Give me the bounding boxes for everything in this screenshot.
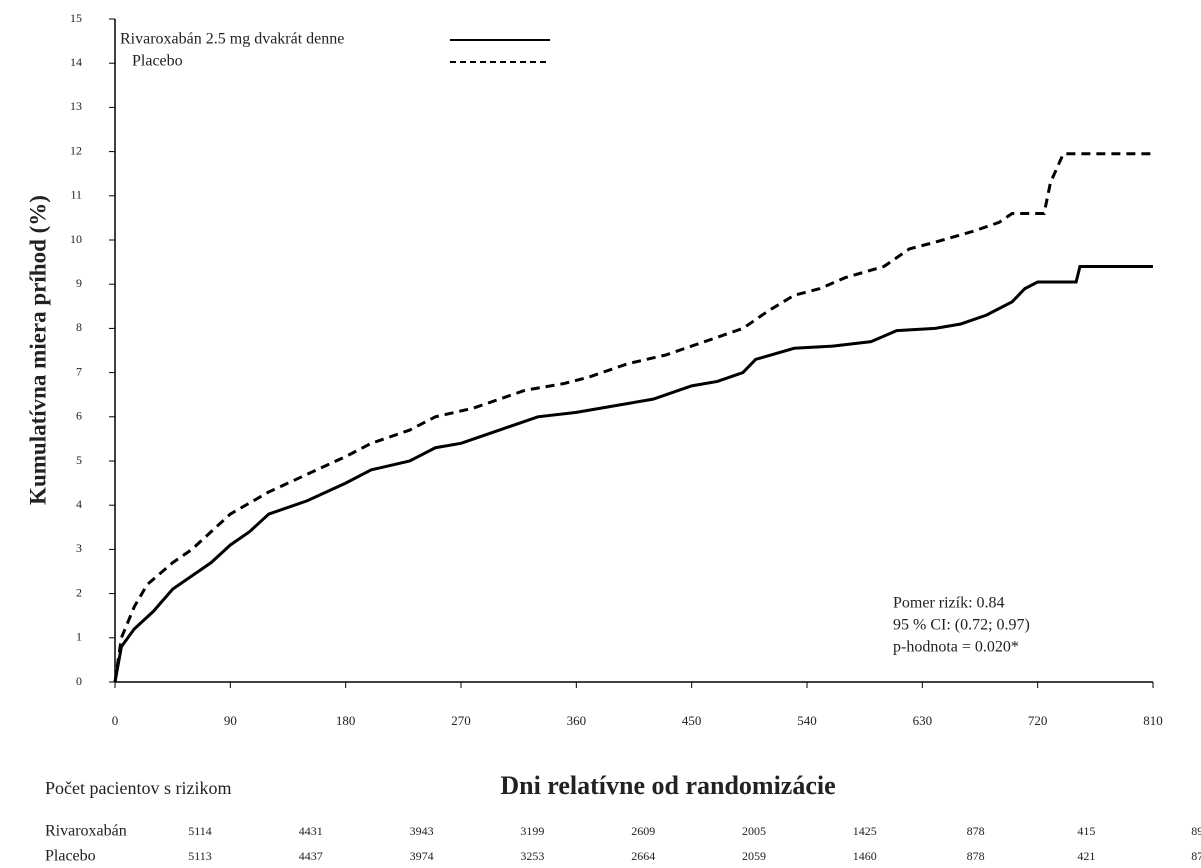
y-tick-label: 11 [70,188,82,202]
series-line [113,265,1153,683]
legend-label: Rivaroxabán 2.5 mg dvakrát denne [120,31,344,48]
risk-row-name: Rivaroxabán [45,823,127,840]
series-line [113,152,1153,683]
x-tick-label: 720 [1028,713,1048,728]
risk-value: 4437 [299,849,323,863]
x-tick-label: 180 [336,713,356,728]
x-tick-label: 0 [112,713,119,728]
x-tick-label: 360 [567,713,587,728]
risk-value: 4431 [299,824,323,838]
y-tick-label: 14 [70,55,82,69]
y-tick-label: 15 [70,11,82,25]
risk-value: 89 [1191,824,1201,838]
y-tick-label: 12 [70,143,82,157]
risk-value: 3253 [520,849,544,863]
x-tick-label: 540 [797,713,817,728]
legend-label: Placebo [132,53,183,70]
y-tick-label: 7 [76,364,82,378]
risk-table-title: Počet pacientov s rizikom [45,778,231,798]
risk-value: 2059 [742,849,766,863]
risk-value: 3943 [410,824,434,838]
risk-value: 878 [967,849,985,863]
y-tick-label: 0 [76,674,82,688]
risk-value: 3974 [410,849,434,863]
risk-value: 878 [967,824,985,838]
annotation: p-hodnota = 0.020* [893,639,1019,656]
y-tick-label: 2 [76,585,82,599]
x-axis-title: Dni relatívne od randomizácie [500,771,835,800]
risk-value: 5114 [188,824,212,838]
risk-value: 421 [1077,849,1095,863]
x-tick-label: 450 [682,713,702,728]
x-tick-label: 810 [1143,713,1163,728]
y-tick-label: 13 [70,99,82,113]
risk-row-name: Placebo [45,848,96,865]
risk-value: 1425 [853,824,877,838]
y-tick-label: 5 [76,453,82,467]
risk-value: 2005 [742,824,766,838]
risk-value: 87 [1191,849,1201,863]
y-tick-label: 3 [76,541,82,555]
x-tick-label: 270 [451,713,471,728]
annotation: 95 % CI: (0.72; 0.97) [893,617,1030,634]
annotation: Pomer rizík: 0.84 [893,595,1005,612]
x-tick-label: 630 [913,713,933,728]
y-tick-label: 8 [76,320,82,334]
risk-value: 415 [1077,824,1095,838]
risk-value: 1460 [853,849,877,863]
x-tick-label: 90 [224,713,237,728]
y-tick-label: 6 [76,409,82,423]
y-axis-title: Kumulatívna miera príhod (%) [25,195,50,505]
y-tick-label: 9 [76,276,82,290]
risk-value: 3199 [520,824,544,838]
risk-value: 2609 [631,824,655,838]
y-tick-label: 10 [70,232,82,246]
risk-value: 2664 [631,849,655,863]
y-tick-label: 1 [76,630,82,644]
risk-value: 5113 [188,849,212,863]
y-tick-label: 4 [76,497,82,511]
